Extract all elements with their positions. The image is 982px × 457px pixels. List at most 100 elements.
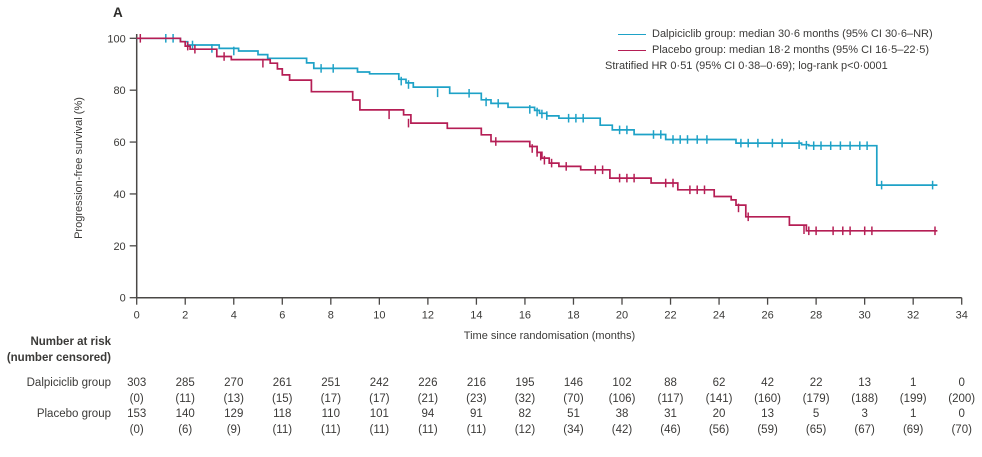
risk-cell: 1 xyxy=(909,408,917,420)
x-tick-label: 28 xyxy=(810,310,822,322)
risk-cell: (106) xyxy=(608,393,636,405)
x-tick-label: 8 xyxy=(328,310,334,322)
risk-cell: 94 xyxy=(421,408,435,420)
risk-cell: 153 xyxy=(127,408,147,420)
risk-cell: (42) xyxy=(611,424,633,436)
risk-cell: (17) xyxy=(320,393,342,405)
risk-cell: 42 xyxy=(761,377,774,389)
risk-cell: 0 xyxy=(958,408,965,420)
x-tick-label: 34 xyxy=(956,310,968,322)
risk-cell: 5 xyxy=(812,408,820,420)
risk-cell: (59) xyxy=(757,424,778,436)
x-tick-label: 18 xyxy=(567,310,579,322)
risk-cell: 251 xyxy=(321,377,341,389)
risk-cell: (200) xyxy=(948,393,976,405)
axes-lines xyxy=(135,34,962,299)
risk-cell: 226 xyxy=(418,377,438,389)
risk-cell: (11) xyxy=(272,424,293,436)
risk-cell: (117) xyxy=(657,393,684,405)
risk-cell: (188) xyxy=(851,393,879,405)
risk-cell: 118 xyxy=(273,408,292,420)
risk-cell: (70) xyxy=(563,393,584,405)
x-tick-label: 14 xyxy=(470,310,482,322)
risk-cell: (12) xyxy=(514,424,536,436)
y-tick-label: 80 xyxy=(113,85,125,97)
risk-cell: (141) xyxy=(705,393,733,405)
risk-cell: (65) xyxy=(805,424,827,436)
risk-cell: (17) xyxy=(369,393,390,405)
x-tick-label: 10 xyxy=(373,310,385,322)
risk-cell: 242 xyxy=(369,377,389,389)
placebo-survival-curve xyxy=(136,37,938,232)
risk-cell: (15) xyxy=(272,393,293,405)
y-tick-label: 20 xyxy=(113,241,125,253)
risk-cell: (32) xyxy=(514,393,536,405)
placebo-line-swatch xyxy=(618,49,646,51)
chart-legend: Dalpiciclib group: median 30·6 months (9… xyxy=(605,26,933,74)
legend-row-dalpiciclib: Dalpiciclib group: median 30·6 months (9… xyxy=(605,26,933,42)
x-tick-label: 6 xyxy=(279,310,285,322)
risk-cell: 31 xyxy=(664,408,677,420)
risk-cell: (70) xyxy=(951,424,972,436)
risk-cell: 20 xyxy=(712,408,726,420)
stratified-hr-text: Stratified HR 0·51 (95% CI 0·38–0·69); l… xyxy=(605,60,888,72)
risk-cell: 13 xyxy=(761,408,774,420)
risk-cell: (9) xyxy=(226,424,241,436)
x-tick-label: 22 xyxy=(664,310,676,322)
x-tick-label: 0 xyxy=(134,310,140,322)
placebo-censor-marks xyxy=(139,34,936,236)
risk-cell: 146 xyxy=(563,377,584,389)
y-tick-label: 40 xyxy=(113,189,125,201)
risk-cell: 51 xyxy=(567,408,580,420)
x-tick-label: 30 xyxy=(859,310,871,322)
legend-row-hr: Stratified HR 0·51 (95% CI 0·38–0·69); l… xyxy=(605,58,933,74)
y-tick-label: 60 xyxy=(113,137,125,149)
risk-cell: (13) xyxy=(223,393,244,405)
risk-cell: (56) xyxy=(708,424,730,436)
risk-row-label-placebo: Placebo group xyxy=(36,408,111,420)
placebo-legend-label: Placebo group: median 18·2 months (95% C… xyxy=(652,44,929,56)
risk-cell: 285 xyxy=(175,377,195,389)
risk-cell: 216 xyxy=(466,377,486,389)
km-plot-canvas: 0 2 4 6 8 10 12 14 16 18 20 22 24 26 28 30 32 34020406080… xyxy=(107,33,968,322)
x-tick-label: 24 xyxy=(713,310,725,322)
risk-cell: 101 xyxy=(369,408,389,420)
risk-cell: 1 xyxy=(909,377,917,389)
x-tick-label: 2 xyxy=(182,310,188,322)
dalpiciclib-censor-marks xyxy=(165,34,934,190)
risk-cell: (0) xyxy=(129,424,144,436)
risk-cell: 140 xyxy=(175,408,195,420)
risk-cell: 303 xyxy=(127,377,147,389)
x-tick-label: 4 xyxy=(231,310,237,322)
risk-cell: 3 xyxy=(861,408,868,420)
risk-cell: (69) xyxy=(902,424,924,436)
risk-cell: 88 xyxy=(664,377,677,389)
risk-cell: (46) xyxy=(660,424,681,436)
risk-cell: 62 xyxy=(712,377,726,389)
risk-table-header-2: (number censored) xyxy=(6,352,111,364)
risk-cell: (6) xyxy=(178,424,193,436)
x-tick-label: 20 xyxy=(616,310,628,322)
risk-cell: (160) xyxy=(754,393,781,405)
panel-label: A xyxy=(113,5,123,20)
risk-cell: 261 xyxy=(272,377,292,389)
risk-cell: 129 xyxy=(224,408,244,420)
risk-cell: 102 xyxy=(612,377,632,389)
risk-cell: 82 xyxy=(518,408,532,420)
risk-cell: 91 xyxy=(470,408,483,420)
risk-cell: (0) xyxy=(129,393,144,405)
dalpiciclib-line-swatch xyxy=(618,33,646,35)
risk-cell: 270 xyxy=(224,377,244,389)
risk-cell: (11) xyxy=(369,424,390,436)
risk-cell: (67) xyxy=(854,424,875,436)
x-tick-label: 12 xyxy=(422,310,434,322)
legend-row-placebo: Placebo group: median 18·2 months (95% C… xyxy=(605,42,933,58)
risk-row-label-dalpiciclib: Dalpiciclib group xyxy=(26,377,111,389)
risk-cell: 13 xyxy=(858,377,872,389)
x-axis-title: Time since randomisation (months) xyxy=(463,330,636,342)
y-tick-label: 0 xyxy=(120,293,126,305)
risk-cell: (199) xyxy=(899,393,927,405)
risk-cell: (21) xyxy=(417,393,439,405)
risk-cell: 0 xyxy=(958,377,965,389)
